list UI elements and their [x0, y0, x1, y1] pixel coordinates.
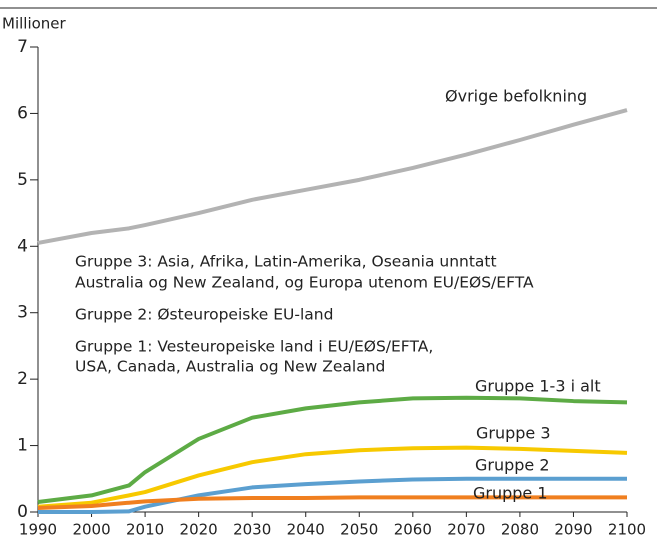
series-label: Gruppe 3	[476, 424, 551, 443]
series-label: Gruppe 1-3 i alt	[475, 377, 601, 396]
y-tick-label: 0	[17, 502, 28, 522]
x-tick-label: 2050	[340, 521, 378, 539]
y-tick-label: 1	[17, 436, 28, 456]
y-tick-label: 3	[17, 303, 28, 323]
x-tick-label: 2090	[554, 521, 592, 539]
y-tick-label: 5	[17, 170, 28, 190]
y-tick-label: 6	[17, 103, 28, 123]
line-series	[37, 495, 627, 511]
line-series	[37, 395, 628, 505]
x-tick-label: 2010	[126, 521, 164, 539]
line-series	[38, 476, 627, 514]
x-tick-label: 2060	[394, 521, 432, 539]
y-axis-label: Millioner	[2, 15, 67, 33]
series-label: Øvrige befolkning	[445, 87, 587, 106]
x-tick-label: 2100	[608, 521, 646, 539]
annotation: Gruppe 2: Østeuropeiske EU-land	[75, 306, 333, 324]
y-tick-label: 7	[17, 37, 28, 57]
annotation: Gruppe 3: Asia, Afrika, Latin-Amerika, O…	[75, 253, 497, 271]
series-label: Gruppe 1	[473, 484, 548, 503]
x-tick-label: 2000	[72, 521, 110, 539]
annotation: Australia og New Zealand, og Europa uten…	[75, 274, 534, 292]
x-tick-label: 2070	[447, 521, 485, 539]
y-tick-label: 2	[17, 369, 28, 389]
series-label: Gruppe 2	[475, 456, 550, 475]
line-series	[37, 445, 628, 509]
x-tick-label: 1990	[19, 521, 57, 539]
x-tick-label: 2040	[287, 521, 325, 539]
y-tick-label: 4	[17, 236, 28, 256]
x-tick-label: 2020	[180, 521, 218, 539]
x-tick-label: 2030	[233, 521, 271, 539]
annotation: USA, Canada, Australia og New Zealand	[75, 358, 385, 376]
line-series	[37, 108, 628, 245]
annotation: Gruppe 1: Vesteuropeiske land i EU/EØS/E…	[75, 338, 433, 356]
x-tick-label: 2080	[501, 521, 539, 539]
